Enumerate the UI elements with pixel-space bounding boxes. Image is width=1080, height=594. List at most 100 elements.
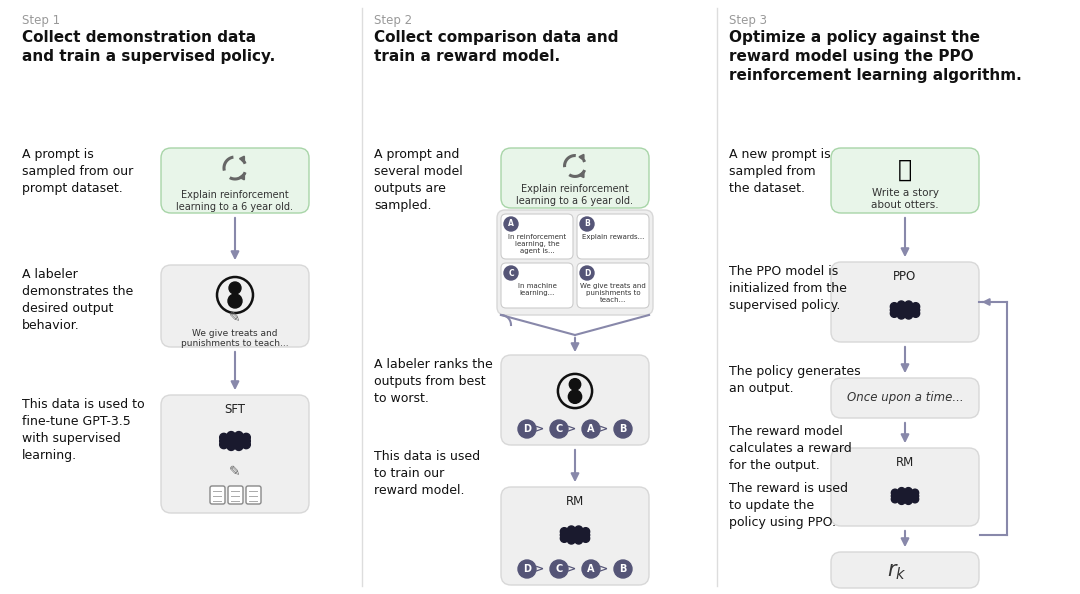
FancyBboxPatch shape: [501, 214, 573, 259]
Text: In reinforcement
learning, the
agent is...: In reinforcement learning, the agent is.…: [508, 234, 566, 254]
Circle shape: [897, 301, 905, 309]
Circle shape: [242, 434, 251, 441]
FancyBboxPatch shape: [501, 355, 649, 445]
Text: SFT: SFT: [225, 403, 245, 416]
Circle shape: [567, 529, 576, 537]
Text: Write a story
about otters.: Write a story about otters.: [872, 188, 939, 210]
FancyBboxPatch shape: [577, 263, 649, 308]
Circle shape: [219, 434, 228, 441]
Circle shape: [561, 531, 568, 539]
Text: >: >: [567, 564, 577, 574]
Text: The reward is used
to update the
policy using PPO.: The reward is used to update the policy …: [729, 482, 848, 529]
Circle shape: [567, 526, 576, 534]
Text: The PPO model is
initialized from the
supervised policy.: The PPO model is initialized from the su…: [729, 265, 847, 312]
Text: The reward model
calculates a reward
for the output.: The reward model calculates a reward for…: [729, 425, 852, 472]
Text: C: C: [509, 268, 514, 277]
Circle shape: [227, 432, 235, 440]
FancyBboxPatch shape: [501, 487, 649, 585]
Text: C: C: [555, 564, 563, 574]
Circle shape: [905, 494, 913, 501]
Text: ✎: ✎: [229, 311, 241, 325]
Circle shape: [561, 535, 568, 542]
Text: RM: RM: [896, 456, 914, 469]
Circle shape: [582, 560, 600, 578]
Circle shape: [504, 266, 518, 280]
FancyBboxPatch shape: [161, 148, 309, 213]
Text: RM: RM: [566, 495, 584, 508]
Circle shape: [905, 311, 913, 319]
Text: D: D: [584, 268, 590, 277]
Circle shape: [912, 306, 920, 314]
Circle shape: [897, 491, 905, 498]
FancyBboxPatch shape: [577, 214, 649, 259]
Circle shape: [897, 488, 905, 495]
Text: 🦦: 🦦: [897, 158, 913, 182]
Text: A: A: [588, 424, 595, 434]
Circle shape: [905, 304, 913, 312]
Circle shape: [905, 491, 913, 498]
Circle shape: [912, 303, 920, 311]
Circle shape: [234, 438, 243, 447]
Circle shape: [518, 420, 536, 438]
FancyBboxPatch shape: [831, 262, 978, 342]
Text: D: D: [523, 564, 531, 574]
Circle shape: [582, 527, 590, 536]
Text: B: B: [584, 220, 590, 229]
Circle shape: [615, 560, 632, 578]
FancyBboxPatch shape: [501, 263, 573, 308]
FancyBboxPatch shape: [831, 448, 978, 526]
Text: Step 3: Step 3: [729, 14, 767, 27]
FancyBboxPatch shape: [210, 486, 225, 504]
Text: Collect comparison data and
train a reward model.: Collect comparison data and train a rewa…: [374, 30, 619, 64]
Circle shape: [227, 438, 235, 447]
Circle shape: [234, 442, 243, 450]
Circle shape: [575, 526, 582, 534]
Circle shape: [550, 420, 568, 438]
Circle shape: [561, 527, 568, 536]
Circle shape: [912, 309, 920, 317]
Circle shape: [890, 303, 899, 311]
Circle shape: [897, 304, 905, 312]
Circle shape: [897, 308, 905, 315]
Circle shape: [518, 560, 536, 578]
Circle shape: [575, 529, 582, 537]
Circle shape: [912, 492, 919, 500]
Text: A labeler ranks the
outputs from best
to worst.: A labeler ranks the outputs from best to…: [374, 358, 492, 405]
Circle shape: [582, 420, 600, 438]
Text: C: C: [555, 424, 563, 434]
Text: We give treats and
punishments to teach...: We give treats and punishments to teach.…: [181, 329, 288, 349]
Circle shape: [891, 492, 899, 500]
FancyBboxPatch shape: [161, 395, 309, 513]
Text: Explain reinforcement
learning to a 6 year old.: Explain reinforcement learning to a 6 ye…: [516, 184, 634, 206]
Circle shape: [575, 533, 582, 541]
Text: >: >: [599, 564, 609, 574]
Text: >: >: [536, 424, 544, 434]
FancyBboxPatch shape: [501, 148, 649, 208]
Circle shape: [227, 435, 235, 443]
Text: Explain rewards...: Explain rewards...: [582, 234, 644, 240]
Ellipse shape: [568, 390, 582, 403]
Circle shape: [575, 536, 582, 544]
Circle shape: [219, 437, 228, 445]
Circle shape: [227, 442, 235, 450]
Circle shape: [897, 497, 905, 504]
Circle shape: [897, 494, 905, 501]
Circle shape: [897, 311, 905, 319]
Text: >: >: [567, 424, 577, 434]
Ellipse shape: [228, 294, 242, 308]
Text: This data is used
to train our
reward model.: This data is used to train our reward mo…: [374, 450, 481, 497]
FancyBboxPatch shape: [161, 265, 309, 347]
Text: Step 1: Step 1: [22, 14, 60, 27]
Text: B: B: [619, 564, 626, 574]
Circle shape: [229, 282, 241, 294]
Circle shape: [580, 217, 594, 231]
Text: A: A: [508, 220, 514, 229]
Text: A: A: [588, 564, 595, 574]
Text: D: D: [523, 424, 531, 434]
Text: Collect demonstration data
and train a supervised policy.: Collect demonstration data and train a s…: [22, 30, 275, 64]
Circle shape: [891, 495, 899, 503]
FancyBboxPatch shape: [831, 378, 978, 418]
Text: Step 2: Step 2: [374, 14, 413, 27]
Circle shape: [569, 378, 581, 390]
Circle shape: [905, 308, 913, 315]
